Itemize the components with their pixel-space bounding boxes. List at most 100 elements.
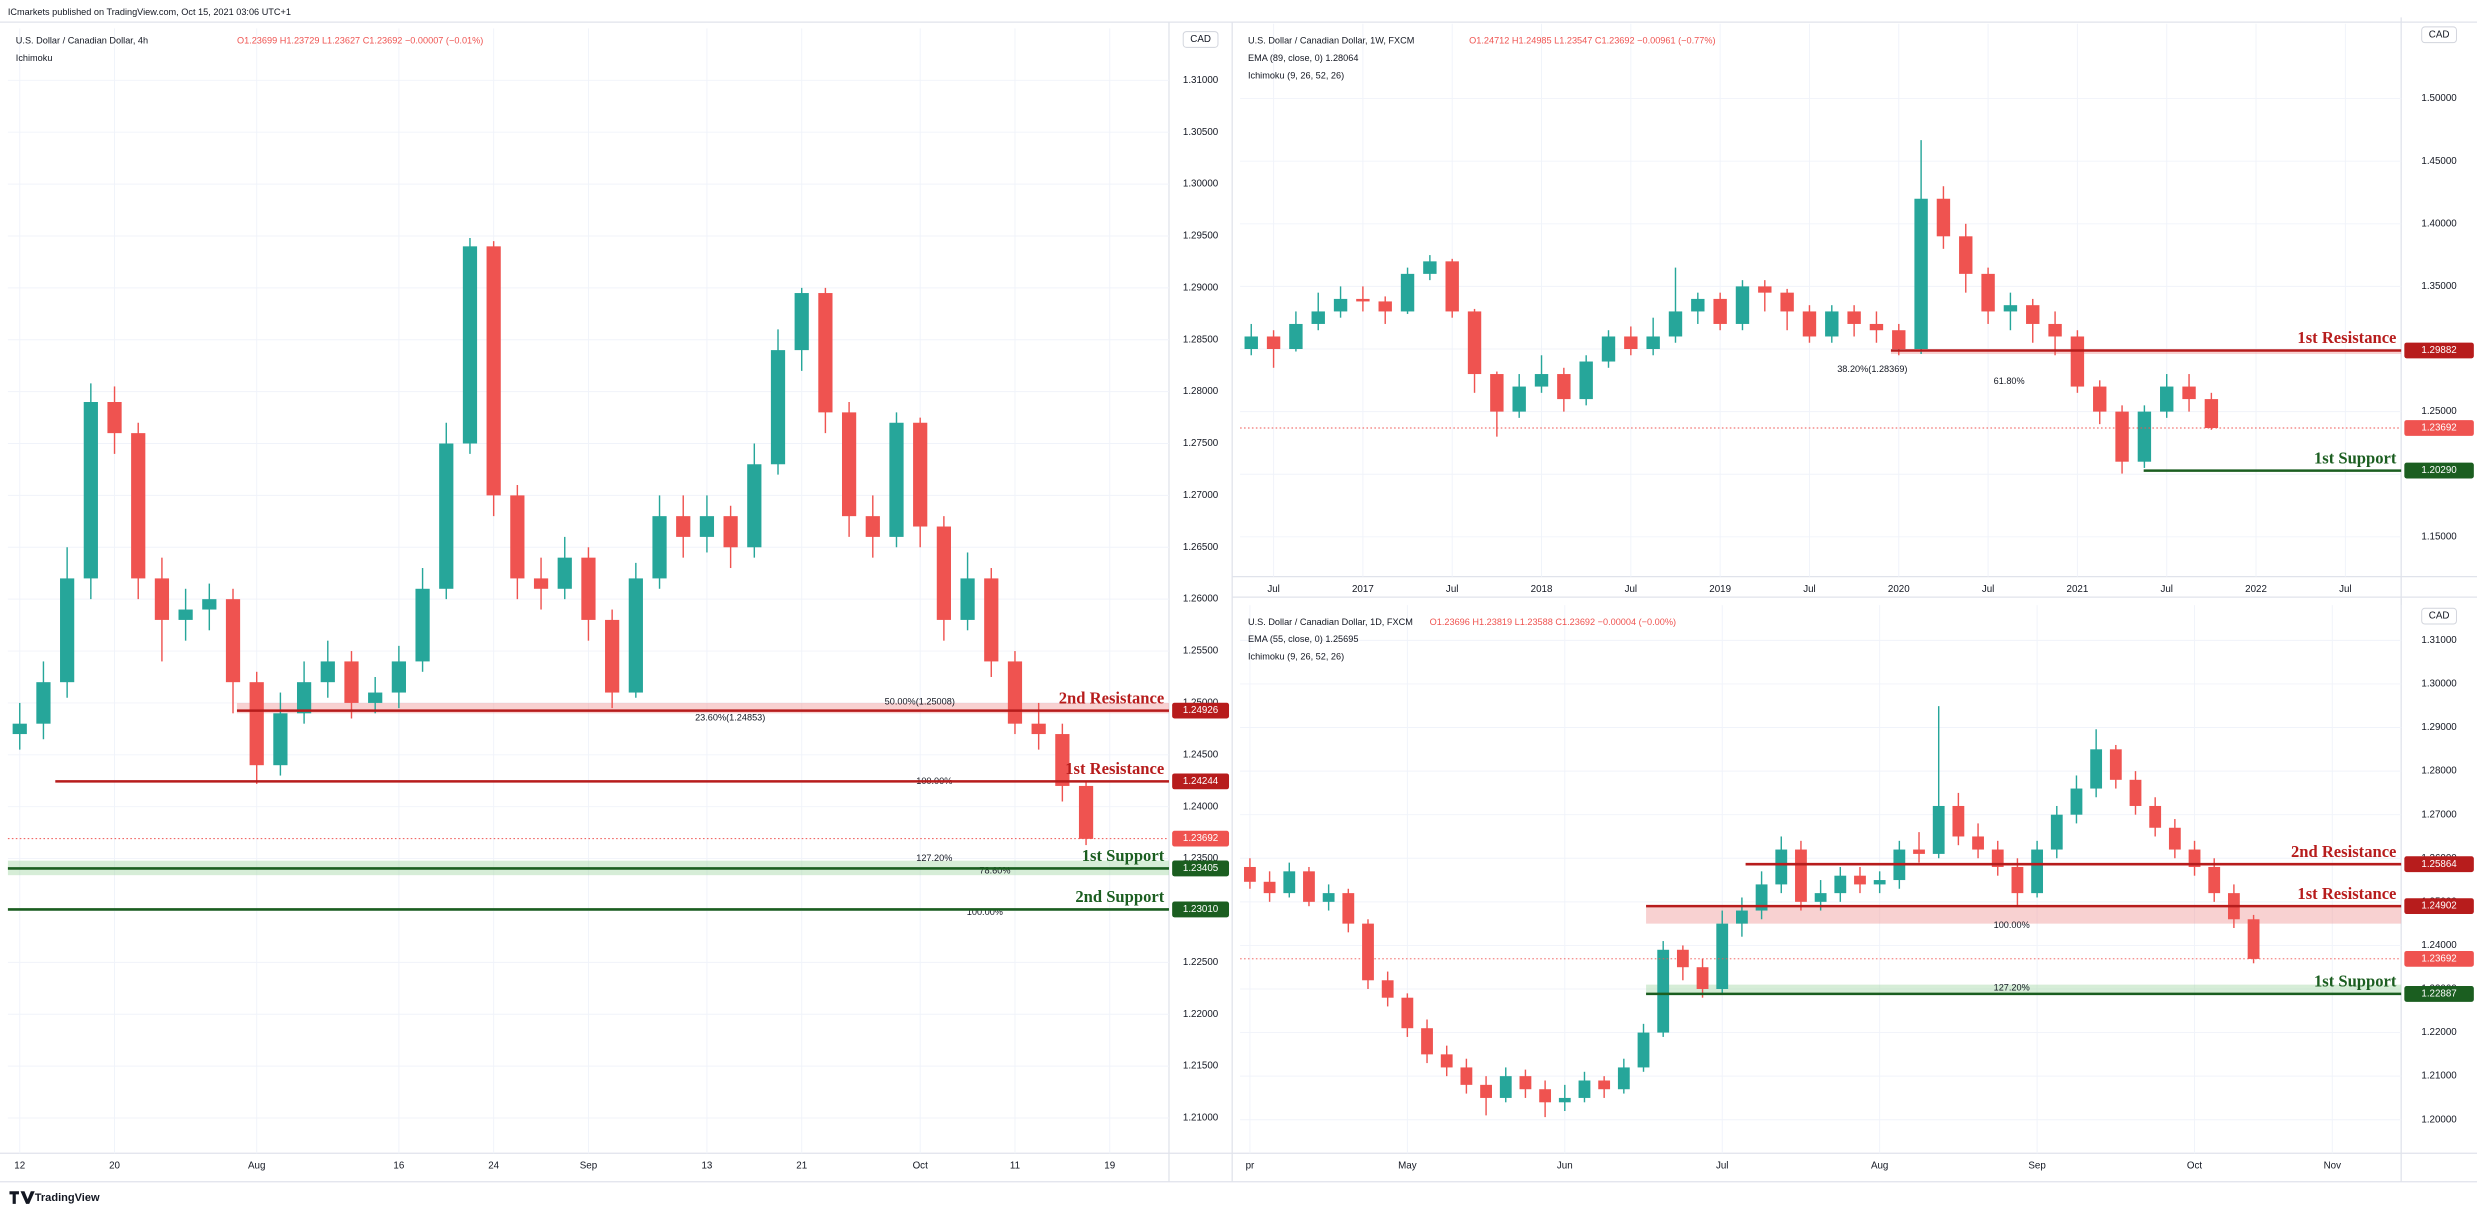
x-tick-label: 2018 bbox=[1531, 584, 1553, 595]
y-tick-label: 1.30000 bbox=[1183, 179, 1219, 190]
candle-body bbox=[1854, 875, 1866, 885]
fib-label: 38.20%(1.28369) bbox=[1837, 364, 1907, 374]
y-tick-label: 1.31000 bbox=[2421, 635, 2457, 646]
last-price-label: 1.23692 bbox=[2421, 953, 2456, 964]
y-tick-label: 1.26500 bbox=[1183, 542, 1219, 553]
candle-body bbox=[1342, 893, 1355, 924]
publisher-line: ICmarkets published on TradingView.com, … bbox=[8, 7, 291, 17]
candle-body bbox=[107, 402, 122, 434]
candle-body bbox=[1617, 1067, 1630, 1090]
x-tick-label: 16 bbox=[393, 1161, 404, 1172]
y-tick-label: 1.31000 bbox=[1183, 75, 1219, 86]
candle-body bbox=[628, 578, 643, 693]
candle-body bbox=[1932, 805, 1945, 854]
candle-body bbox=[1601, 336, 1616, 362]
y-tick-label: 1.50000 bbox=[2421, 93, 2457, 104]
x-tick-label: Oct bbox=[2187, 1161, 2202, 1172]
level-name: 1st Resistance bbox=[2297, 884, 2396, 903]
candle-body bbox=[1244, 336, 1258, 350]
candle-body bbox=[533, 578, 549, 589]
level-price-box bbox=[1172, 860, 1230, 877]
fib-label: 78.60% bbox=[979, 865, 1010, 875]
candle-body bbox=[1691, 298, 1705, 312]
candle-body bbox=[605, 619, 620, 693]
candle-body bbox=[1795, 849, 1807, 902]
candle-body bbox=[2090, 749, 2103, 789]
candle-body bbox=[1834, 875, 1847, 894]
level-name: 1st Support bbox=[1082, 846, 1165, 865]
y-tick-label: 1.15000 bbox=[2421, 531, 2457, 542]
candle-body bbox=[296, 682, 312, 714]
candle-body bbox=[1637, 1032, 1650, 1068]
candle-body bbox=[2168, 827, 2181, 850]
y-tick-label: 1.22500 bbox=[1183, 957, 1219, 968]
candle-body bbox=[1303, 871, 1315, 902]
candle-body bbox=[1758, 286, 1772, 293]
level-price-box bbox=[2404, 856, 2474, 873]
y-tick-label: 1.21000 bbox=[2421, 1071, 2457, 1082]
indicator-label: Ichimoku bbox=[16, 53, 53, 63]
fib-label: 127.20% bbox=[1994, 983, 2030, 993]
candle-body bbox=[1490, 374, 1504, 412]
candle-body bbox=[2093, 386, 2107, 412]
candle-body bbox=[439, 443, 454, 589]
y-tick-label: 1.27000 bbox=[1183, 490, 1219, 501]
x-tick-label: Aug bbox=[248, 1161, 265, 1172]
candle-body bbox=[1558, 1097, 1571, 1103]
candle-body bbox=[1263, 881, 1276, 894]
currency-label: CAD bbox=[2429, 29, 2450, 40]
x-tick-label: 24 bbox=[488, 1161, 499, 1172]
y-tick-label: 1.28500 bbox=[1183, 334, 1219, 345]
candle-body bbox=[510, 495, 525, 579]
candle-body bbox=[1311, 311, 1325, 324]
x-tick-label: Jul bbox=[1446, 584, 1459, 595]
candle-body bbox=[2048, 323, 2062, 337]
indicator-label: EMA (55, close, 0) 1.25695 bbox=[1248, 634, 1358, 644]
candle-body bbox=[462, 246, 478, 444]
last-price-label: 1.23692 bbox=[2421, 423, 2456, 434]
chart-title: U.S. Dollar / Canadian Dollar, 4h bbox=[16, 35, 148, 45]
last-price-label: 1.23692 bbox=[1183, 833, 1218, 844]
x-tick-label: 21 bbox=[796, 1161, 807, 1172]
candle-body bbox=[1378, 301, 1392, 312]
x-tick-label: Nov bbox=[2324, 1161, 2342, 1172]
indicator-label: EMA (89, close, 0) 1.28064 bbox=[1248, 53, 1358, 63]
candle-body bbox=[60, 578, 75, 683]
level-price-box bbox=[1172, 702, 1230, 719]
y-tick-label: 1.27500 bbox=[1183, 438, 1219, 449]
ohlc-label: O1.23696 H1.23819 L1.23588 C1.23692 −0.0… bbox=[1430, 617, 1676, 627]
candle-body bbox=[1423, 261, 1437, 274]
candle-body bbox=[2208, 866, 2221, 894]
candle-body bbox=[249, 682, 264, 766]
y-tick-label: 1.24000 bbox=[1183, 801, 1219, 812]
x-tick-label: Sep bbox=[2028, 1161, 2046, 1172]
candle-body bbox=[557, 557, 572, 589]
x-tick-label: 13 bbox=[701, 1161, 712, 1172]
y-tick-label: 1.29000 bbox=[1183, 282, 1219, 293]
y-tick-label: 1.20000 bbox=[2421, 1114, 2457, 1125]
fib-label: 61.80% bbox=[1994, 376, 2025, 386]
candle-body bbox=[913, 422, 928, 527]
level-name: 1st Resistance bbox=[2297, 328, 2396, 347]
candle-body bbox=[960, 578, 975, 620]
candle-body bbox=[652, 516, 667, 579]
brand-name: TradingView bbox=[35, 1192, 100, 1204]
y-tick-label: 1.27000 bbox=[2421, 809, 2457, 820]
zone bbox=[1890, 349, 2402, 355]
candle-body bbox=[1913, 849, 1925, 854]
currency-box bbox=[1182, 31, 1219, 48]
candle-body bbox=[2137, 411, 2152, 462]
candle-body bbox=[202, 599, 217, 610]
ohlc-label: O1.23699 H1.23729 L1.23627 C1.23692 −0.0… bbox=[237, 35, 483, 45]
last-price-box bbox=[2404, 950, 2474, 967]
level-name: 1st Resistance bbox=[1065, 759, 1164, 778]
candle-body bbox=[770, 350, 786, 465]
candle-body bbox=[2149, 805, 2162, 828]
candle-body bbox=[1952, 805, 1965, 837]
x-tick-label: 2020 bbox=[1888, 584, 1910, 595]
candle-body bbox=[1959, 236, 1973, 274]
candle-body bbox=[1283, 871, 1296, 894]
currency-box bbox=[2421, 607, 2457, 625]
candle-body bbox=[1598, 1080, 1611, 1090]
